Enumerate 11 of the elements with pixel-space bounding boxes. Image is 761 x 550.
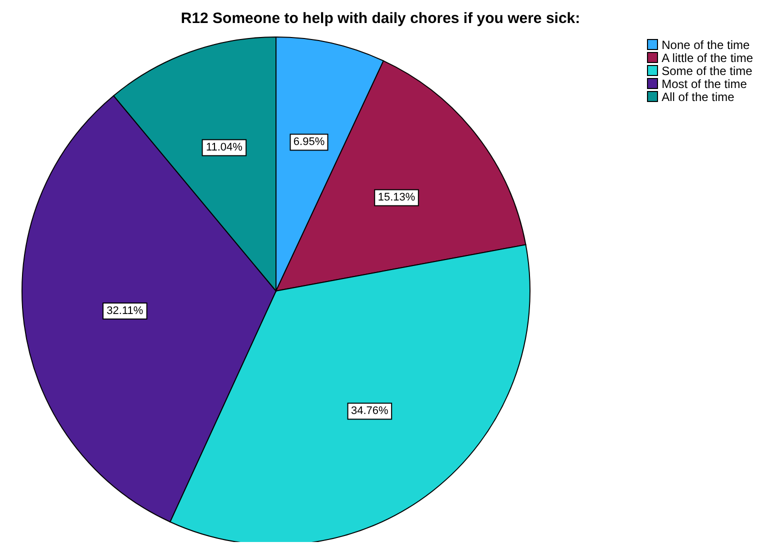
chart-title: R12 Someone to help with daily chores if you were sick: — [180, 10, 582, 27]
legend-label: Most of the time — [662, 76, 747, 90]
legend-label: None of the time — [662, 38, 750, 52]
data-label: 15.13% — [378, 192, 416, 204]
data-label: 11.04% — [206, 142, 243, 154]
data-label: 32.11% — [106, 305, 144, 318]
data-label: 34.76% — [351, 405, 389, 418]
legend-label: A little of the time — [662, 50, 753, 64]
data-label: 6.95% — [293, 136, 325, 148]
legend-label: All of the time — [662, 90, 734, 104]
legend-label: Some of the time — [662, 64, 752, 78]
